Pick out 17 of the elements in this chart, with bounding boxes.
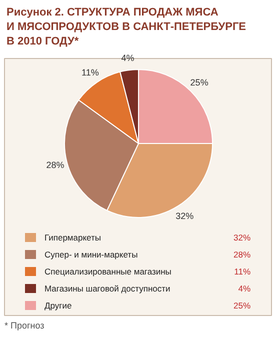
legend-label: Супер- и мини-маркеты bbox=[44, 250, 138, 260]
text: 28% bbox=[233, 250, 251, 260]
legend-label: Специализированные магазины bbox=[44, 266, 172, 276]
legend-label: Магазины шаговой доступности bbox=[44, 284, 171, 294]
chart-title: Рисунок 2. СТРУКТУРА ПРОДАЖ МЯСА И МЯСОПРОДУКТОВ В САНКТ-ПЕТЕРБУРГЕ В 2010 ГОДУ* bbox=[6, 6, 246, 48]
text: * Прогноз bbox=[4, 320, 44, 330]
data-label: 4% bbox=[121, 53, 134, 64]
text: 4% bbox=[238, 284, 251, 294]
text: 32% bbox=[233, 232, 251, 242]
legend-label: Гипермаркеты bbox=[44, 232, 101, 242]
data-label: 32% bbox=[176, 211, 194, 222]
data-label: 25% bbox=[190, 78, 208, 88]
data-label: 28% bbox=[46, 160, 64, 170]
text: 11% bbox=[234, 266, 251, 276]
legend-label: Другие bbox=[44, 300, 72, 310]
data-label: 11% bbox=[81, 67, 99, 78]
text: 25% bbox=[233, 300, 251, 310]
